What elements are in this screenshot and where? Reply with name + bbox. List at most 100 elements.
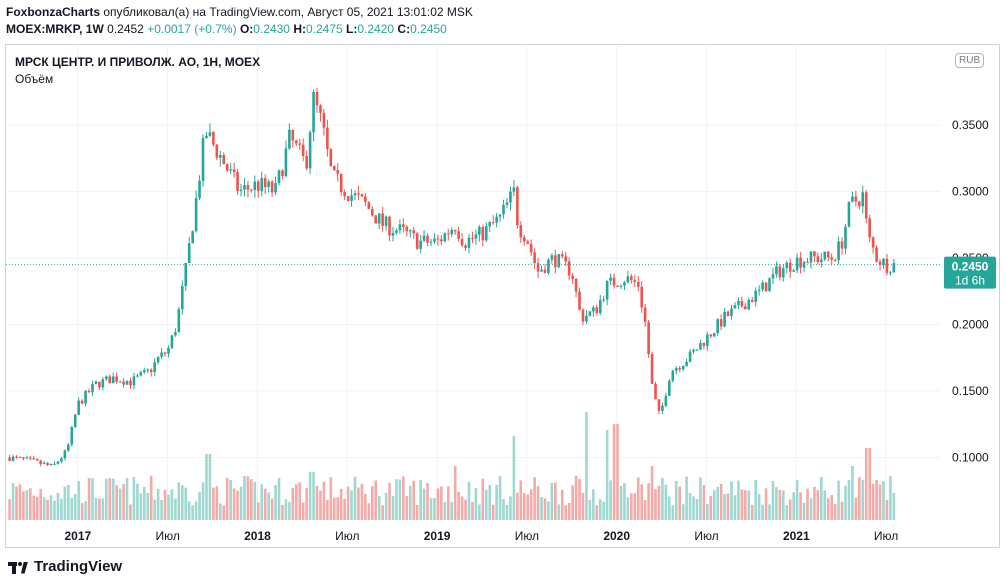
volume-legend[interactable]: Объём: [15, 72, 54, 86]
candle-body: [274, 183, 277, 193]
candle-body: [177, 309, 181, 333]
volume-bar: [56, 492, 60, 520]
candle-body: [750, 299, 754, 302]
volume-bar: [253, 481, 257, 520]
volume-bar: [864, 448, 868, 520]
candle-body: [799, 257, 802, 268]
candle-body: [550, 255, 554, 260]
volume-bar: [218, 503, 222, 520]
volume-bar: [785, 505, 789, 520]
candle-body: [398, 224, 402, 231]
candle-body: [623, 282, 626, 286]
candle-body: [160, 352, 163, 357]
x-tick-label: 2019: [424, 529, 451, 543]
candle-body: [833, 259, 837, 261]
candle-body: [526, 241, 530, 244]
open-label: O:: [239, 22, 254, 36]
candle-body: [692, 349, 695, 352]
tradingview-logo-icon: [8, 560, 28, 574]
volume-bar: [609, 480, 612, 520]
volume-bar: [294, 484, 298, 520]
candle-body: [77, 400, 80, 415]
candle-body: [464, 245, 467, 248]
y-tick-label: 0.2000: [952, 318, 989, 332]
candle-body: [187, 243, 191, 264]
volume-bar: [35, 496, 39, 520]
volume-bar: [526, 494, 530, 520]
candle-body: [360, 194, 364, 197]
volume-bar: [450, 501, 454, 520]
volume-bar: [543, 498, 547, 520]
candle-body: [674, 368, 678, 371]
volume-bar: [246, 476, 250, 520]
volume-bar: [270, 498, 274, 520]
candle-body: [505, 202, 509, 205]
candle-body: [256, 181, 260, 192]
volume-bar: [440, 486, 443, 520]
candle-body: [436, 238, 440, 240]
published-text: опубликовал(а) на TradingView.com, Авгус…: [103, 5, 473, 19]
volume-bar: [533, 477, 536, 520]
candle-body: [46, 463, 49, 466]
countdown-label: 1d 6h: [955, 274, 985, 288]
volume-bar: [305, 488, 308, 520]
volume-bar: [616, 424, 619, 520]
candle-body: [388, 216, 391, 236]
candle-body: [125, 380, 129, 385]
candle-body: [198, 180, 201, 198]
volume-bar: [699, 477, 702, 520]
candle-body: [778, 266, 782, 278]
volume-bar: [668, 496, 671, 520]
candle-body: [678, 368, 681, 370]
volume-bar: [792, 492, 795, 520]
candle-body: [218, 154, 222, 158]
grid-lines: [6, 46, 940, 520]
candle-body: [681, 365, 685, 370]
candle-body: [232, 169, 236, 173]
volume-bar: [118, 488, 122, 520]
candle-body: [889, 272, 892, 274]
candle-body: [53, 463, 56, 465]
candle-body: [381, 213, 384, 226]
x-tick-label: Июл: [515, 529, 539, 543]
volume-bar: [768, 504, 771, 520]
volume-bar: [474, 488, 478, 520]
candle-body: [319, 105, 322, 113]
volume-bar: [163, 489, 167, 520]
candle-body: [229, 169, 232, 171]
tradingview-logo[interactable]: TradingView: [8, 558, 122, 575]
volume-bar: [60, 498, 63, 520]
volume-bar: [398, 479, 402, 520]
candle-body: [488, 222, 492, 227]
volume-bar: [878, 484, 882, 520]
volume-bar: [291, 487, 295, 520]
volume-bar: [588, 500, 592, 520]
volume-bar: [77, 481, 80, 520]
volume-bar: [198, 491, 201, 520]
volume-bar: [567, 502, 571, 520]
candle-body: [426, 235, 429, 243]
currency-badge[interactable]: RUB: [955, 53, 985, 68]
volume-bar: [519, 480, 523, 520]
candle-body: [253, 181, 257, 190]
volume-bar: [498, 476, 502, 520]
volume-bar: [833, 504, 837, 520]
candle-body: [533, 252, 536, 264]
volume-bar: [422, 488, 426, 520]
volume-bar: [868, 448, 871, 520]
chart-frame[interactable]: [5, 44, 1000, 548]
volume-bar: [194, 501, 198, 520]
volume-bar: [882, 481, 885, 520]
candle-body: [429, 241, 433, 243]
candle-body: [11, 456, 15, 461]
volume-bar: [215, 486, 219, 520]
candle-body: [813, 251, 816, 257]
candle-body: [236, 172, 239, 191]
low-value: 0.2420: [357, 22, 395, 36]
candle-body: [830, 257, 833, 260]
candle-body: [315, 91, 319, 106]
candle-body: [826, 251, 830, 258]
candle-body: [384, 216, 388, 226]
volume-bar: [467, 482, 471, 520]
